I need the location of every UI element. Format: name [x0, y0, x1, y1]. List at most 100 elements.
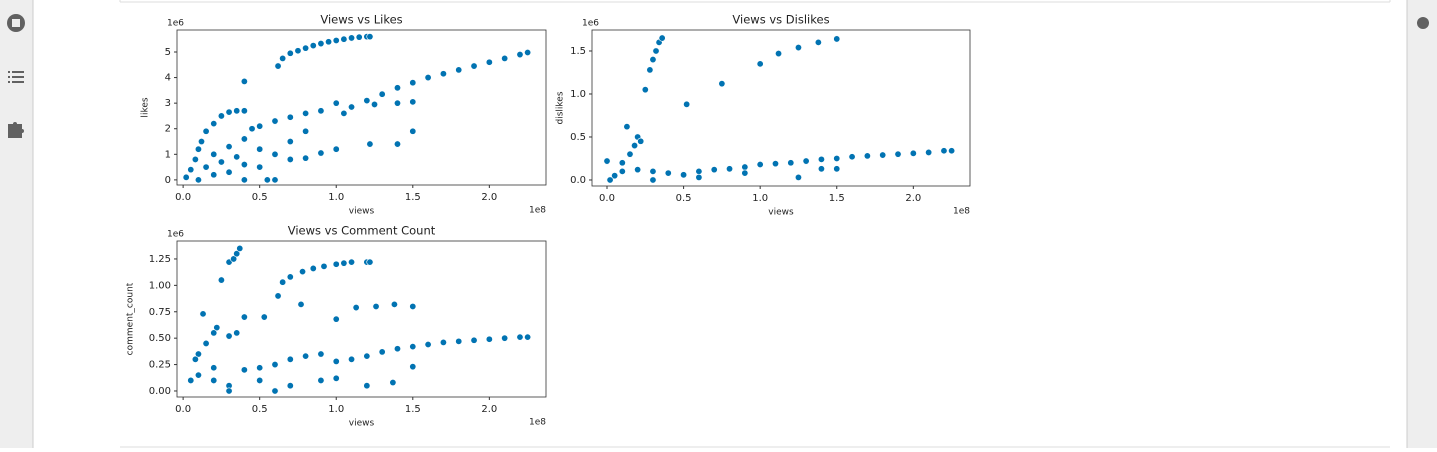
scatter-point — [274, 292, 282, 300]
scatter-point — [271, 117, 279, 125]
scatter-point — [340, 259, 348, 267]
scatter-point — [348, 34, 356, 42]
scatter-point — [794, 173, 802, 181]
scatter-point — [470, 336, 478, 344]
scatter-point — [194, 371, 202, 379]
scatter-point — [217, 112, 225, 120]
y-tick-label: 1.00 — [149, 280, 171, 291]
y-tick-label: 4 — [165, 73, 171, 84]
scatter-point — [210, 364, 218, 372]
scatter-point — [348, 103, 356, 111]
scatter-point — [925, 148, 933, 156]
scatter-point — [225, 332, 233, 340]
scatter-point — [191, 355, 199, 363]
x-tick-label: 2.0 — [905, 193, 921, 204]
y-tick-label: 0.00 — [149, 386, 171, 397]
scatter-point — [618, 159, 626, 167]
scatter-point — [389, 379, 397, 387]
scatter-point — [485, 58, 493, 66]
x-tick-label: 1.5 — [405, 404, 421, 415]
scatter-point — [225, 387, 233, 395]
scatter-point — [683, 100, 691, 108]
scatter-point — [286, 355, 294, 363]
scatter-point — [240, 77, 248, 85]
right-sidebar — [1407, 0, 1437, 448]
scatter-point — [470, 62, 478, 70]
scatter-point — [393, 345, 401, 353]
scatter-point — [286, 382, 294, 390]
extension-icon[interactable] — [8, 122, 24, 138]
scatter-point — [455, 337, 463, 345]
scatter-point — [775, 50, 783, 58]
scatter-point — [332, 145, 340, 153]
scatter-point — [260, 313, 268, 321]
scatter-point — [409, 302, 417, 310]
scatter-point — [646, 66, 654, 74]
debug-icon[interactable] — [1417, 17, 1429, 29]
scatter-point — [371, 100, 379, 108]
scatter-point — [634, 166, 642, 174]
toc-icon[interactable] — [8, 71, 24, 83]
scatter-point — [194, 145, 202, 153]
scatter-point — [317, 350, 325, 358]
scatter-point — [501, 334, 509, 342]
scatter-point — [271, 176, 279, 184]
left-sidebar — [0, 0, 33, 448]
scatter-point — [240, 135, 248, 143]
scatter-point — [256, 122, 264, 130]
scatter-point — [817, 155, 825, 163]
scatter-point — [233, 153, 241, 161]
scatter-point — [309, 42, 317, 50]
scatter-point — [302, 154, 310, 162]
scatter-point — [213, 324, 221, 332]
scatter-point — [320, 262, 328, 270]
scatter-point — [649, 56, 657, 64]
y-tick-label: 3 — [165, 98, 171, 109]
scatter-point — [225, 168, 233, 176]
scatter-point — [787, 159, 795, 167]
scatter-point — [286, 113, 294, 121]
scatter-point — [378, 348, 386, 356]
scatter-point — [794, 44, 802, 52]
scatter-point — [631, 142, 639, 150]
y-offset-label: 1e6 — [167, 230, 184, 240]
scatter-point — [302, 109, 310, 117]
scatter-point — [332, 374, 340, 382]
x-axis-label: views — [349, 419, 375, 429]
y-tick-label: 1.25 — [149, 254, 171, 265]
y-offset-label: 1e6 — [582, 19, 599, 29]
y-tick-label: 2 — [165, 124, 171, 135]
scatter-point — [210, 329, 218, 337]
scatter-point — [286, 273, 294, 281]
x-tick-label: 0.5 — [676, 193, 692, 204]
scatter-point — [366, 140, 374, 148]
scatter-point — [606, 176, 614, 184]
y-tick-label: 0.0 — [570, 175, 586, 186]
x-tick-label: 0.0 — [599, 193, 615, 204]
y-offset-label: 1e6 — [167, 19, 184, 29]
scatter-point — [393, 99, 401, 107]
scatter-point — [240, 107, 248, 115]
x-tick-label: 0.0 — [175, 192, 191, 203]
scatter-point — [409, 343, 417, 351]
scatter-point — [240, 313, 248, 321]
scatter-point — [191, 155, 199, 163]
scatter-point — [894, 150, 902, 158]
scatter-point — [199, 310, 207, 318]
scatter-point — [948, 147, 956, 155]
scatter-point — [409, 98, 417, 106]
scatter-point — [390, 300, 398, 308]
scatter-point — [225, 108, 233, 116]
y-axis-label: likes — [141, 97, 151, 117]
scatter-point — [317, 40, 325, 48]
scatter-point — [256, 376, 264, 384]
y-axis-label: comment_count — [126, 282, 136, 355]
scatter-point — [340, 109, 348, 117]
scatter-point — [233, 329, 241, 337]
scatter-point — [233, 250, 241, 258]
scatter-point — [352, 304, 360, 312]
scatter-point — [756, 161, 764, 169]
scatter-point — [516, 333, 524, 341]
scatter-point — [652, 47, 660, 55]
